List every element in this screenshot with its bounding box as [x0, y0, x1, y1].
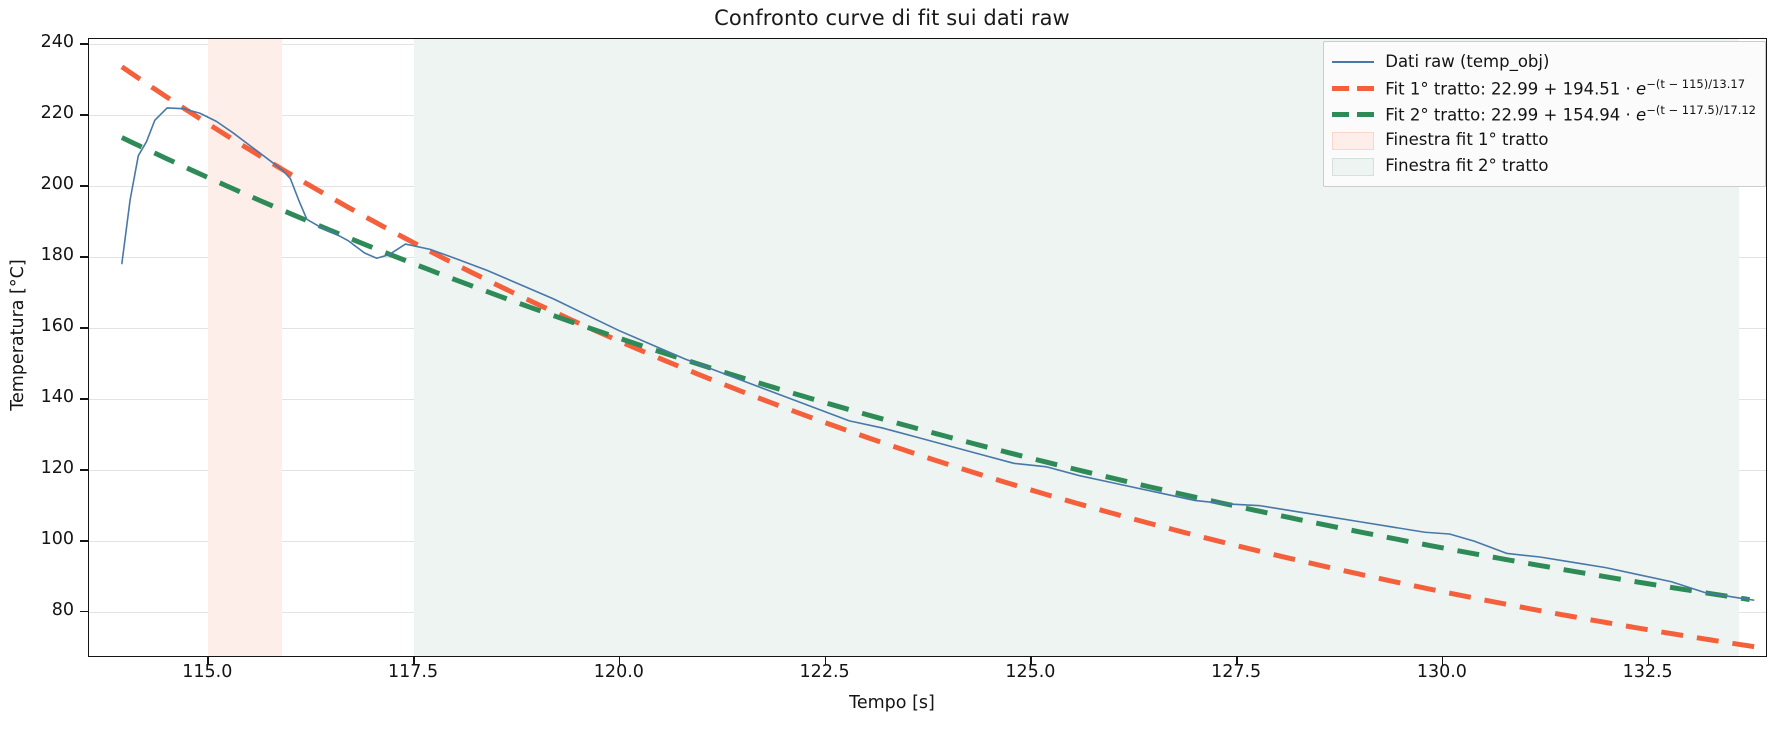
x-tick-mark	[1647, 657, 1650, 665]
y-tick-mark	[80, 539, 88, 542]
legend-label-fit1-base: e	[1636, 79, 1647, 98]
x-tick-mark	[1236, 657, 1238, 665]
fit1-curve	[120, 64, 1763, 651]
legend[interactable]: Dati raw (temp_obj) Fit 1° tratto: 22.99…	[1323, 41, 1766, 187]
legend-label-fit2-base: e	[1636, 105, 1647, 124]
fit2-curve	[120, 135, 1750, 603]
legend-item-raw[interactable]: Dati raw (temp_obj)	[1332, 49, 1756, 75]
x-tick-label: 127.5	[1211, 662, 1262, 682]
y-tick-label: 180	[40, 245, 74, 266]
legend-label-fit2-exponent: −(t − 117.5)/17.12	[1646, 102, 1756, 117]
x-tick-label: 120.0	[593, 662, 644, 682]
legend-item-window1[interactable]: Finestra fit 1° tratto	[1332, 127, 1756, 153]
x-tick-label: 130.0	[1416, 662, 1467, 682]
y-tick-label: 80	[51, 599, 74, 620]
legend-label-fit1: Fit 1° tratto: 22.99 + 194.51 · e−(t − 1…	[1385, 76, 1746, 98]
x-tick-mark	[1441, 657, 1444, 665]
y-tick-label: 100	[40, 528, 74, 549]
x-tick-mark	[413, 657, 415, 665]
y-tick-label: 120	[40, 457, 74, 478]
y-tick-label: 220	[40, 103, 74, 124]
x-axis-label: Tempo [s]	[849, 693, 935, 713]
y-tick-mark	[80, 327, 88, 329]
x-tick-label: 132.5	[1622, 662, 1673, 682]
legend-label-raw: Dati raw (temp_obj)	[1385, 51, 1550, 71]
legend-swatch-dash-green	[1332, 105, 1375, 123]
y-tick-mark	[80, 43, 88, 45]
legend-item-fit1[interactable]: Fit 1° tratto: 22.99 + 194.51 · e−(t − 1…	[1332, 75, 1756, 101]
raw-data-curve	[121, 107, 1755, 601]
legend-label-fit2: Fit 2° tratto: 22.99 + 154.94 · e−(t − 1…	[1385, 102, 1756, 124]
legend-label-fit2-text: Fit 2° tratto: 22.99 + 154.94 ·	[1385, 105, 1637, 124]
x-tick-label: 125.0	[1005, 662, 1056, 682]
y-tick-label: 160	[40, 316, 74, 337]
legend-label-window1: Finestra fit 1° tratto	[1385, 129, 1549, 149]
y-tick-label: 240	[40, 32, 74, 53]
y-tick-mark	[80, 185, 88, 187]
y-tick-label: 200	[40, 174, 74, 195]
y-tick-mark	[80, 468, 88, 471]
y-tick-mark	[80, 610, 88, 613]
legend-item-window2[interactable]: Finestra fit 2° tratto	[1332, 153, 1756, 179]
page-title: Confronto curve di fit sui dati raw	[714, 6, 1070, 30]
legend-swatch-line-blue	[1332, 53, 1375, 71]
y-tick-label: 140	[40, 387, 74, 408]
series-layer	[120, 64, 1763, 651]
x-tick-label: 122.5	[799, 662, 850, 682]
x-tick-mark	[824, 657, 827, 665]
x-tick-mark	[207, 657, 209, 665]
x-tick-label: 115.0	[182, 662, 233, 682]
legend-item-fit2[interactable]: Fit 2° tratto: 22.99 + 154.94 · e−(t − 1…	[1332, 101, 1756, 127]
x-tick-mark	[1030, 657, 1032, 665]
y-tick-mark	[80, 114, 88, 116]
legend-swatch-patch-green	[1332, 157, 1375, 176]
legend-swatch-patch-red	[1332, 131, 1375, 150]
y-tick-mark	[80, 256, 88, 258]
legend-label-fit1-exponent: −(t − 115)/13.17	[1646, 76, 1746, 91]
x-tick-mark	[618, 657, 621, 665]
legend-label-window2: Finestra fit 2° tratto	[1385, 155, 1549, 175]
y-tick-mark	[80, 398, 88, 400]
x-tick-label: 117.5	[388, 662, 439, 682]
y-axis-label: Temperatura [°C]	[8, 259, 28, 411]
legend-label-fit1-text: Fit 1° tratto: 22.99 + 194.51 ·	[1385, 79, 1637, 98]
legend-swatch-dash-orange	[1332, 79, 1375, 97]
